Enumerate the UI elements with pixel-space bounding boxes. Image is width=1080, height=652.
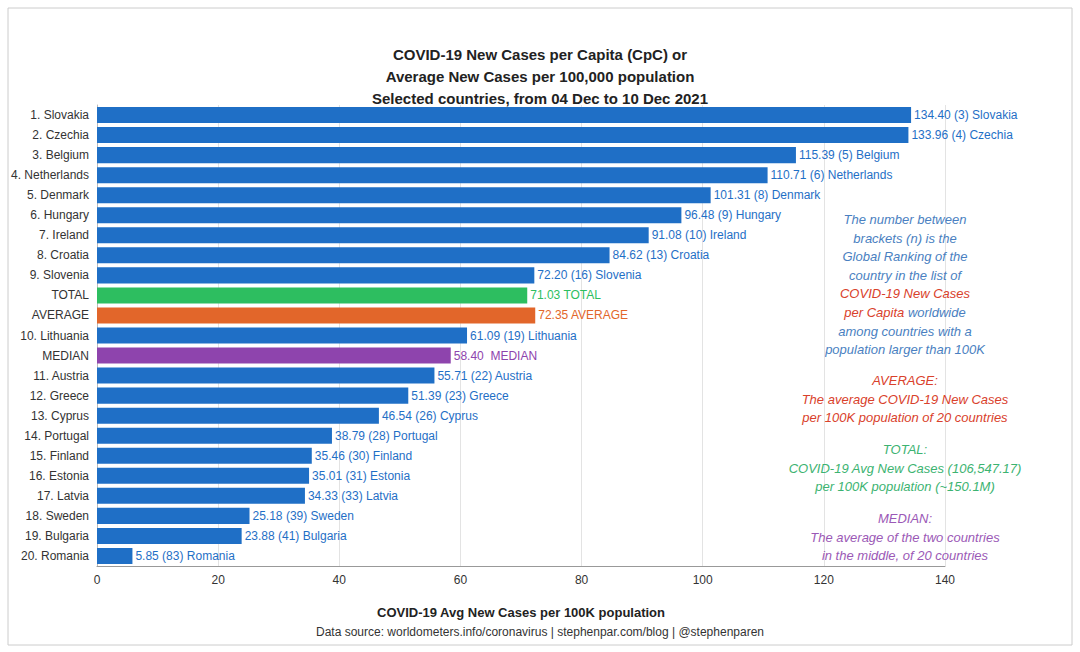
svg-text:100: 100 — [693, 573, 713, 587]
svg-text:COVID-19 Avg New Cases (106,54: COVID-19 Avg New Cases (106,547.17) — [789, 461, 1022, 476]
svg-text:10. Lithuania: 10. Lithuania — [20, 329, 89, 343]
svg-text:Data source: worldometers.info: Data source: worldometers.info/coronavir… — [316, 625, 764, 639]
svg-text:brackets (n) is the: brackets (n) is the — [853, 231, 956, 246]
svg-text:The average COVID-19 New Cases: The average COVID-19 New Cases — [802, 392, 1009, 407]
svg-text:72.20 (16) Slovenia: 72.20 (16) Slovenia — [537, 268, 641, 282]
svg-text:Selected countries, from 04 De: Selected countries, from 04 Dec to 10 De… — [372, 90, 708, 107]
svg-text:1. Slovakia: 1. Slovakia — [30, 108, 89, 122]
svg-text:COVID-19 New Cases per Capita: COVID-19 New Cases per Capita (CpC) or — [393, 46, 687, 63]
svg-text:51.39 (23) Greece: 51.39 (23) Greece — [411, 389, 509, 403]
svg-text:AVERAGE: AVERAGE — [32, 308, 89, 322]
svg-text:AVERAGE:: AVERAGE: — [871, 373, 938, 388]
svg-text:3. Belgium: 3. Belgium — [32, 148, 89, 162]
svg-text:Global Ranking of the: Global Ranking of the — [842, 249, 967, 264]
svg-text:MEDIAN:: MEDIAN: — [878, 511, 933, 526]
svg-text:101.31 (8) Denmark: 101.31 (8) Denmark — [714, 188, 822, 202]
svg-text:72.35 AVERAGE: 72.35 AVERAGE — [538, 308, 628, 322]
svg-text:120: 120 — [814, 573, 834, 587]
svg-text:23.88 (41) Bulgaria: 23.88 (41) Bulgaria — [245, 529, 347, 543]
svg-text:55.71 (22) Austria: 55.71 (22) Austria — [437, 369, 532, 383]
svg-text:35.01 (31) Estonia: 35.01 (31) Estonia — [312, 469, 410, 483]
svg-text:The number between: The number between — [844, 212, 967, 227]
svg-text:61.09 (19) Lithuania: 61.09 (19) Lithuania — [470, 329, 577, 343]
svg-text:2. Czechia: 2. Czechia — [32, 128, 89, 142]
svg-text:5. Denmark: 5. Denmark — [27, 188, 90, 202]
svg-text:per 100K population (~150.1M): per 100K population (~150.1M) — [814, 479, 995, 494]
svg-text:The average of the two countri: The average of the two countries — [810, 530, 1000, 545]
svg-text:134.40 (3) Slovakia: 134.40 (3) Slovakia — [914, 108, 1018, 122]
svg-text:worldwide: worldwide — [904, 305, 965, 320]
svg-text:TOTAL:: TOTAL: — [883, 442, 928, 457]
svg-text:40: 40 — [333, 573, 347, 587]
svg-text:84.62 (13) Croatia: 84.62 (13) Croatia — [613, 248, 710, 262]
svg-text:38.79 (28) Portugal: 38.79 (28) Portugal — [335, 429, 438, 443]
svg-text:58.40 MEDIAN: 58.40 MEDIAN — [454, 349, 537, 363]
svg-text:16. Estonia: 16. Estonia — [29, 469, 89, 483]
svg-text:9. Slovenia: 9. Slovenia — [30, 268, 90, 282]
svg-text:COVID-19 Avg New Cases per 100: COVID-19 Avg New Cases per 100K populati… — [377, 605, 665, 620]
svg-text:Average New Cases per 100,000: Average New Cases per 100,000 population — [386, 68, 695, 85]
svg-text:in the middle, of 20 countries: in the middle, of 20 countries — [822, 548, 989, 563]
svg-text:17. Latvia: 17. Latvia — [37, 489, 89, 503]
svg-text:15. Finland: 15. Finland — [30, 449, 89, 463]
svg-text:46.54 (26) Cyprus: 46.54 (26) Cyprus — [382, 409, 478, 423]
svg-text:0: 0 — [94, 573, 101, 587]
svg-text:7. Ireland: 7. Ireland — [39, 228, 89, 242]
svg-text:35.46 (30) Finland: 35.46 (30) Finland — [315, 449, 412, 463]
svg-text:among countries with a: among countries with a — [838, 324, 972, 339]
svg-text:12. Greece: 12. Greece — [30, 389, 90, 403]
svg-text:25.18 (39) Sweden: 25.18 (39) Sweden — [253, 509, 354, 523]
svg-text:110.71 (6) Netherlands: 110.71 (6) Netherlands — [771, 168, 893, 182]
svg-text:140: 140 — [935, 573, 955, 587]
svg-text:20. Romania: 20. Romania — [21, 549, 89, 563]
svg-text:71.03 TOTAL: 71.03 TOTAL — [530, 288, 601, 302]
svg-text:per Capita: per Capita — [843, 305, 904, 320]
svg-text:per 100K population of 20 coun: per 100K population of 20 countries — [801, 410, 1008, 425]
svg-text:5.85 (83) Romania: 5.85 (83) Romania — [135, 549, 235, 563]
svg-text:MEDIAN: MEDIAN — [42, 349, 89, 363]
svg-text:COVID-19 New Cases: COVID-19 New Cases — [840, 286, 971, 301]
svg-text:18. Sweden: 18. Sweden — [26, 509, 89, 523]
svg-text:19. Bulgaria: 19. Bulgaria — [25, 529, 89, 543]
svg-text:96.48 (9) Hungary: 96.48 (9) Hungary — [684, 208, 781, 222]
svg-text:60: 60 — [454, 573, 468, 587]
svg-text:133.96 (4) Czechia: 133.96 (4) Czechia — [911, 128, 1013, 142]
svg-text:4. Netherlands: 4. Netherlands — [11, 168, 89, 182]
svg-text:country in the list of: country in the list of — [849, 268, 962, 283]
svg-text:20: 20 — [211, 573, 225, 587]
svg-text:13. Cyprus: 13. Cyprus — [31, 409, 89, 423]
svg-text:TOTAL: TOTAL — [51, 288, 89, 302]
svg-text:11. Austria: 11. Austria — [33, 369, 89, 383]
svg-text:115.39 (5) Belgium: 115.39 (5) Belgium — [799, 148, 900, 162]
svg-text:8. Croatia: 8. Croatia — [37, 248, 89, 262]
svg-text:6. Hungary: 6. Hungary — [30, 208, 89, 222]
svg-text:14. Portugal: 14. Portugal — [24, 429, 89, 443]
svg-text:91.08 (10) Ireland: 91.08 (10) Ireland — [652, 228, 747, 242]
svg-text:population larger than 100K: population larger than 100K — [824, 342, 986, 357]
svg-text:34.33 (33) Latvia: 34.33 (33) Latvia — [308, 489, 398, 503]
svg-text:80: 80 — [575, 573, 589, 587]
